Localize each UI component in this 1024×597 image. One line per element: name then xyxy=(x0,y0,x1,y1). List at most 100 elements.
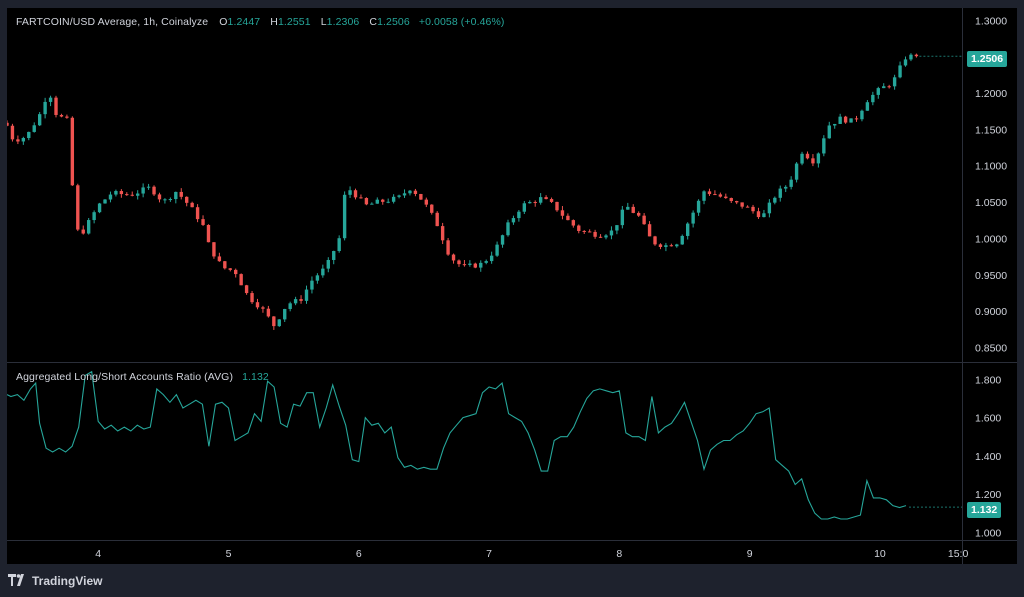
candle-body xyxy=(206,224,211,243)
indicator-legend: Aggregated Long/Short Accounts Ratio (AV… xyxy=(16,371,271,383)
high-label: H xyxy=(270,16,278,28)
candle-body xyxy=(615,225,619,231)
candle-body xyxy=(647,224,652,237)
candle-body xyxy=(146,186,151,188)
candle-body xyxy=(620,209,625,226)
candle-body xyxy=(462,264,467,266)
candle-body xyxy=(756,211,761,218)
candle-body xyxy=(511,218,516,223)
candle-body xyxy=(653,236,657,245)
candle-body xyxy=(533,202,537,204)
price-legend: FARTCOIN/USD Average, 1h, Coinalyze O1.2… xyxy=(16,16,507,28)
tradingview-brand: TradingView xyxy=(32,574,103,588)
candle-body xyxy=(440,226,445,241)
price-tick-label: 1.1000 xyxy=(975,161,1007,173)
candle-body xyxy=(16,139,20,142)
candle-body xyxy=(827,125,831,139)
open-label: O xyxy=(219,16,228,28)
time-tick-label: 8 xyxy=(616,548,622,560)
candle-body xyxy=(332,251,336,260)
candle-body xyxy=(669,245,674,247)
candle-body xyxy=(604,235,608,238)
ratio-tick-label: 1.000 xyxy=(975,527,1001,539)
candle-body xyxy=(479,262,483,268)
candle-body xyxy=(686,223,690,236)
candle-body xyxy=(593,231,597,237)
candle-body xyxy=(255,302,260,308)
candle-body xyxy=(125,194,129,196)
candle-body xyxy=(130,194,134,196)
candle-body xyxy=(451,254,456,261)
candle-body xyxy=(114,191,118,195)
candle-body xyxy=(489,255,494,262)
tradingview-logo-icon xyxy=(8,573,28,589)
candle-body xyxy=(234,269,238,275)
candle-body xyxy=(555,201,559,211)
candle-body xyxy=(805,153,810,159)
candle-body xyxy=(59,114,64,117)
candle-body xyxy=(816,153,821,164)
candle-body xyxy=(800,153,804,164)
candle-body xyxy=(811,158,815,164)
candle-body xyxy=(457,260,461,265)
candle-body xyxy=(484,261,488,263)
candle-body xyxy=(108,194,113,200)
candle-body xyxy=(364,197,369,205)
candle-body xyxy=(631,206,635,213)
low-label: L xyxy=(320,16,327,28)
tradingview-footer[interactable]: TradingView xyxy=(8,573,102,589)
candle-body xyxy=(560,210,565,216)
open-value: 1.2447 xyxy=(227,16,261,28)
time-tick-label: 10 xyxy=(874,548,886,560)
candle-body xyxy=(680,235,684,245)
candle-body xyxy=(582,230,586,232)
candle-body xyxy=(179,191,183,197)
candle-body xyxy=(473,263,478,268)
candle-body xyxy=(794,163,799,180)
candle-body xyxy=(86,220,91,234)
indicator-label: Aggregated Long/Short Accounts Ratio (AV… xyxy=(16,371,234,383)
candle-body xyxy=(468,263,472,265)
candle-body xyxy=(7,122,9,126)
candle-body xyxy=(854,118,859,120)
candle-body xyxy=(326,259,330,269)
candle-body xyxy=(538,197,543,203)
candle-body xyxy=(767,202,772,214)
candle-body xyxy=(375,199,379,204)
candle-body xyxy=(838,116,842,124)
candle-body xyxy=(773,197,777,203)
symbol-label: FARTCOIN/USD Average, 1h, Coinalyze xyxy=(16,16,209,28)
candle-body xyxy=(517,211,521,219)
candle-body xyxy=(435,212,439,227)
candle-body xyxy=(27,131,31,139)
candle-body xyxy=(500,235,505,245)
price-tick-label: 1.2000 xyxy=(975,88,1007,100)
candle-body xyxy=(658,244,663,247)
candle-body xyxy=(713,194,717,196)
chart-canvas[interactable]: 1.30001.25001.20001.15001.10001.05001.00… xyxy=(7,8,1017,564)
candle-body xyxy=(702,191,706,201)
time-tick-label: 4 xyxy=(95,548,101,560)
candle-body xyxy=(266,308,271,317)
candle-body xyxy=(391,196,396,202)
ratio-tick-label: 1.600 xyxy=(975,413,1001,425)
candle-body xyxy=(903,59,908,66)
candle-body xyxy=(386,201,390,203)
candle-body xyxy=(353,190,358,198)
candle-body xyxy=(10,125,15,140)
candle-body xyxy=(762,213,766,218)
candle-body xyxy=(675,244,679,247)
candle-body xyxy=(887,86,891,88)
candle-body xyxy=(843,116,848,123)
candle-body xyxy=(626,206,630,210)
ratio-series-line xyxy=(7,370,907,520)
candle-body xyxy=(751,206,755,212)
candle-body xyxy=(97,203,102,213)
candle-body xyxy=(882,86,886,89)
candle-body xyxy=(898,65,902,78)
candle-body xyxy=(381,199,385,202)
candle-body xyxy=(833,123,837,126)
candle-body xyxy=(272,316,276,327)
candle-body xyxy=(136,193,140,196)
time-tick-label: 9 xyxy=(747,548,753,560)
